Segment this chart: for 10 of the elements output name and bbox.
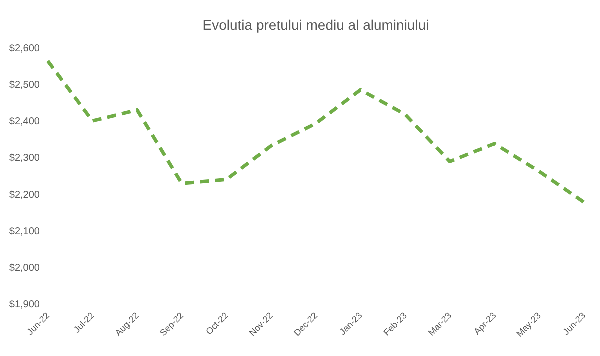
y-tick-label: $1,900 bbox=[9, 300, 40, 310]
chart-title: Evolutia pretului mediu al aluminiului bbox=[202, 17, 430, 33]
y-tick-label: $2,300 bbox=[9, 153, 40, 164]
y-tick-label: $2,000 bbox=[9, 262, 40, 274]
y-tick-label: $2,500 bbox=[9, 80, 40, 92]
y-tick-label: $2,400 bbox=[9, 116, 40, 128]
y-tick-label: $2,600 bbox=[9, 44, 40, 54]
y-tick-label: $2,200 bbox=[9, 190, 40, 201]
y-tick-label: $2,100 bbox=[9, 226, 40, 238]
line-series bbox=[46, 59, 586, 204]
